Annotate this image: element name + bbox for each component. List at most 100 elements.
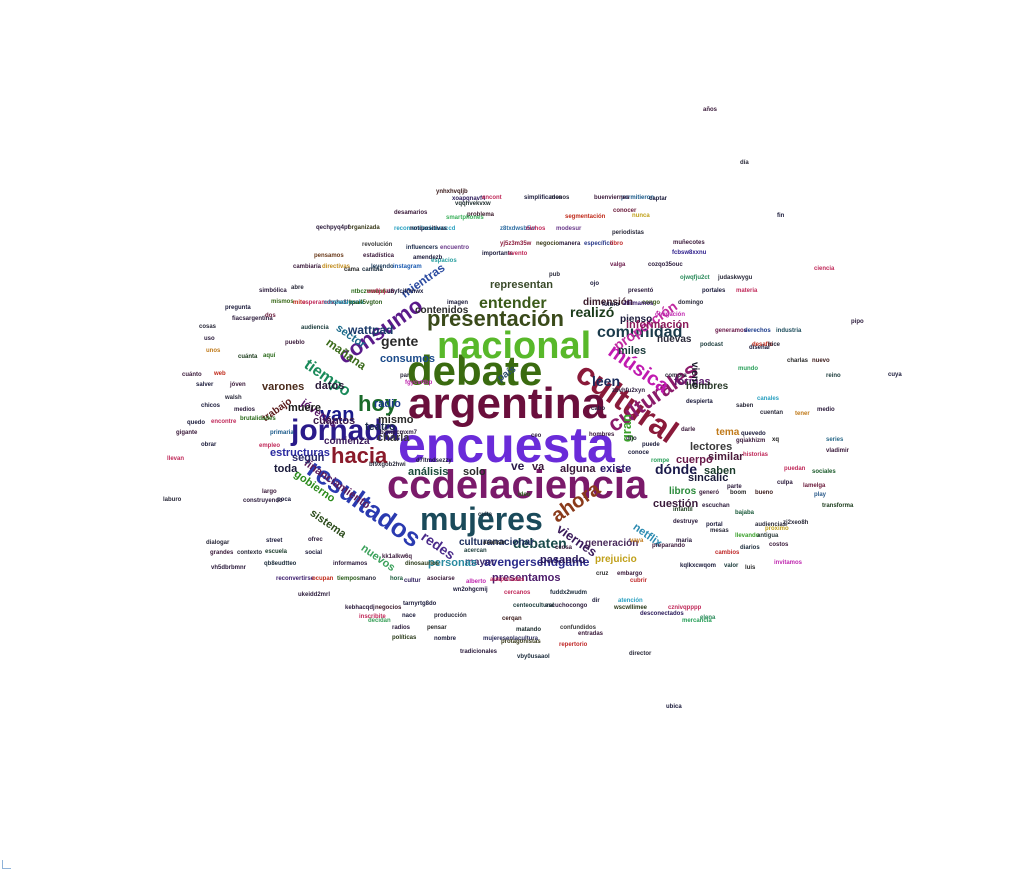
cloud-word: hqha8lypni (329, 300, 361, 306)
cloud-word: escuchan (702, 503, 730, 509)
cloud-word: presentó (628, 288, 654, 294)
cloud-word: analizar (483, 540, 506, 546)
cloud-word: alberto (466, 579, 487, 585)
cloud-word: protagonistas (501, 639, 541, 645)
cloud-word: auspiciadas (490, 577, 525, 583)
cloud-word: mismos (271, 299, 294, 305)
cloud-word: según (292, 452, 325, 464)
cloud-word: vaya (630, 538, 644, 544)
cloud-word: libro (610, 241, 623, 247)
cloud-word: salver (196, 382, 214, 388)
cloud-word: avengersendgame (484, 555, 590, 569)
cloud-word: ynhxhvqljb (436, 189, 468, 195)
cloud-word: cabo (591, 406, 606, 412)
cloud-word: desconectados (640, 611, 684, 617)
cloud-word: elena (700, 615, 716, 621)
cloud-word: muere (288, 402, 322, 414)
cloud-word: nuevas (657, 334, 692, 345)
cloud-word: ccosa (555, 545, 573, 551)
cloud-word: inscribite (359, 614, 386, 620)
cloud-word: viene (689, 362, 700, 388)
cloud-word: cuentan (760, 410, 784, 416)
cloud-word: contenidos (415, 305, 469, 316)
cloud-word: podcast (700, 342, 724, 348)
cloud-word: construyendo (243, 498, 283, 504)
cloud-word: radios (392, 625, 411, 631)
cloud-word: fcbsw8xxnu (672, 250, 707, 256)
cloud-word: entradas (578, 631, 604, 637)
cloud-word: simplificados (524, 195, 563, 201)
cloud-word: nombre (434, 636, 457, 642)
cloud-word: dos (265, 313, 276, 319)
cloud-word: transforma (822, 503, 854, 509)
cloud-word: cama (344, 267, 360, 273)
cloud-word: quevedo (741, 431, 766, 437)
cloud-word: laburo (163, 497, 182, 503)
cloud-word: ofrec (308, 537, 323, 543)
cloud-word: día (740, 160, 749, 166)
cloud-word: z8txdwsb5w (500, 226, 536, 232)
cloud-word: debaten (513, 535, 567, 551)
cloud-word: teatro (365, 421, 396, 433)
cloud-word: web (214, 371, 226, 377)
cloud-word: encontre (211, 419, 237, 425)
cloud-word: influencers (406, 245, 439, 251)
cloud-word: decidan (368, 618, 391, 624)
cloud-word: leyendo (371, 264, 394, 270)
cloud-word: uw8jxjatn (367, 289, 395, 295)
cloud-word: materia (736, 288, 758, 294)
cloud-word: kebhacqdj (345, 605, 375, 611)
cloud-word: largo (262, 489, 277, 495)
cloud-word: darle (681, 427, 696, 433)
cloud-word: dimensión (583, 297, 634, 308)
cloud-word: negocios (375, 605, 402, 611)
cloud-word: alguna (560, 463, 596, 475)
cloud-word: escuchocongo (545, 603, 588, 609)
cloud-word: yj5z3m35w (500, 241, 532, 247)
cloud-word: nace (402, 613, 416, 619)
cloud-word: cultur (404, 578, 421, 584)
cloud-word: menos (550, 195, 570, 201)
cloud-word: vqqhvekvxw (455, 201, 491, 207)
cloud-word: culturanacionar (459, 537, 535, 548)
cloud-word: ve (511, 459, 525, 473)
cloud-word: análisis (408, 466, 449, 478)
cloud-word: mano (360, 576, 377, 582)
cloud-word: tema (716, 427, 740, 438)
cloud-word: desamarios (394, 210, 428, 216)
cloud-word: comienza (324, 436, 370, 447)
cloud-word: saben (736, 403, 754, 409)
cloud-word: notipositivas (410, 226, 448, 232)
cloud-word: pregunta (225, 305, 251, 311)
cloud-word: llevan (167, 456, 185, 462)
cloud-word: poca (277, 497, 292, 503)
cloud-word: radio (374, 398, 401, 410)
cloud-word: street (266, 538, 283, 544)
cloud-word: ntbczwwas6 (351, 289, 387, 295)
cloud-word: dir (592, 598, 600, 604)
cloud-word: quedo (187, 420, 205, 426)
cloud-word: conocer (613, 208, 637, 214)
cloud-word: par (400, 373, 410, 379)
cloud-word: cruz (596, 571, 609, 577)
cloud-word: social (305, 550, 323, 556)
cloud-word: pensar (427, 625, 447, 631)
cloud-word: personas (428, 557, 477, 569)
cloud-word: información (626, 319, 689, 331)
cloud-word: vh5dbrbmnr (211, 565, 247, 571)
cloud-word: ciencia (814, 266, 835, 272)
cloud-word: llevando (735, 533, 760, 539)
cloud-word: realizó (570, 304, 615, 320)
cloud-word: mismo (378, 414, 414, 426)
cloud-word: bajaba (735, 510, 755, 516)
cloud-word: debate (407, 347, 543, 394)
cloud-word: específico (584, 241, 614, 247)
cloud-word: uso (204, 336, 215, 342)
cloud-word: libros (669, 486, 697, 497)
cloud-word: matando (516, 627, 542, 633)
cloud-word: encuesta (398, 417, 615, 473)
cloud-word: encont (482, 195, 502, 201)
cloud-word: walsh (225, 395, 242, 401)
cloud-word: cznivqpppp (668, 605, 702, 611)
cloud-word: charlas (787, 358, 809, 364)
